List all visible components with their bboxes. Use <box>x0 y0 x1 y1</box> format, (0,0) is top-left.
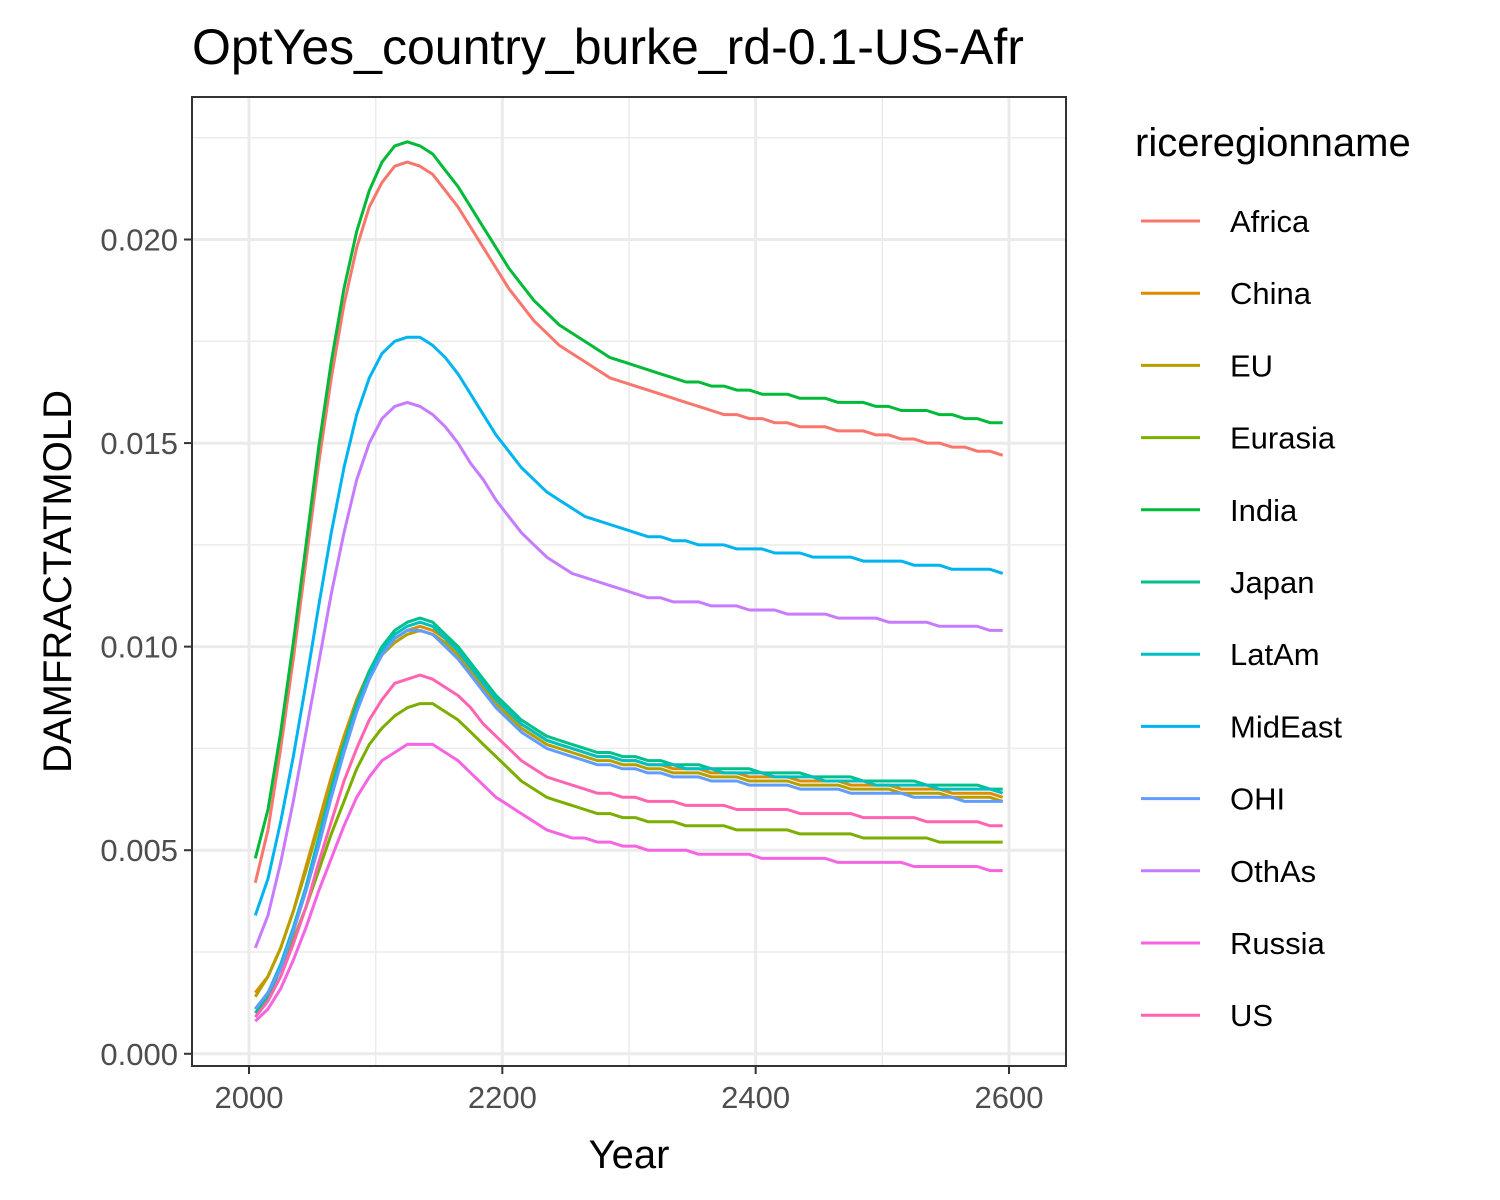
series-line-ohi <box>254 628 1003 1010</box>
x-tick-label: 2400 <box>721 1080 790 1115</box>
plot-panel <box>191 96 1067 1067</box>
x-axis-title: Year <box>589 1133 670 1177</box>
y-axis: 0.000 0.005 0.010 0.015 0.020 <box>100 223 192 1072</box>
series-line-africa <box>253 160 1004 884</box>
legend-title: riceregionname <box>1135 121 1411 165</box>
legend-label-africa: Africa <box>1230 204 1310 239</box>
x-tick-label: 2000 <box>215 1080 284 1115</box>
y-tick-label: 0.005 <box>100 833 178 868</box>
major-gridlines <box>192 97 1066 1066</box>
legend-label-othas: OthAs <box>1230 854 1316 889</box>
legend: riceregionname Africa China EU Eurasia India… <box>1135 121 1411 1033</box>
legend-label-india: India <box>1230 493 1298 528</box>
x-axis: 2000 2200 2400 2600 <box>215 1066 1044 1115</box>
series-line-us <box>254 673 1003 1019</box>
series-line-mideast <box>253 335 1004 916</box>
x-tick-label: 2600 <box>975 1080 1044 1115</box>
x-tick-label: 2200 <box>468 1080 537 1115</box>
series-lines <box>253 140 1004 1023</box>
y-tick-label: 0.020 <box>100 223 178 258</box>
legend-label-japan: Japan <box>1230 565 1314 600</box>
y-tick-label: 0.015 <box>100 426 178 461</box>
y-axis-title: DAMFRACTATMOLD <box>36 390 80 773</box>
series-line-india <box>253 140 1003 859</box>
legend-label-mideast: MidEast <box>1230 709 1342 744</box>
legend-label-russia: Russia <box>1230 926 1326 961</box>
legend-label-us: US <box>1230 998 1273 1033</box>
legend-label-china: China <box>1230 276 1312 311</box>
chart-title: OptYes_country_burke_rd-0.1-US-Afr <box>192 19 1024 75</box>
series-line-russia <box>254 742 1003 1023</box>
legend-items: Africa China EU Eurasia India Japan LatAm MidEa… <box>1141 204 1342 1033</box>
series-line-latam <box>254 620 1004 1010</box>
series-line-othas <box>253 400 1003 949</box>
legend-label-eu: EU <box>1230 348 1273 383</box>
panel-border <box>191 96 1067 1067</box>
y-tick-label: 0.000 <box>100 1037 178 1072</box>
y-tick-label: 0.010 <box>100 630 178 665</box>
legend-label-latam: LatAm <box>1230 637 1320 672</box>
minor-gridlines <box>192 97 1066 1066</box>
series-line-eurasia <box>254 702 1003 1010</box>
legend-label-eurasia: Eurasia <box>1230 421 1336 456</box>
legend-label-ohi: OHI <box>1230 782 1285 817</box>
series-line-japan <box>254 616 1003 1015</box>
